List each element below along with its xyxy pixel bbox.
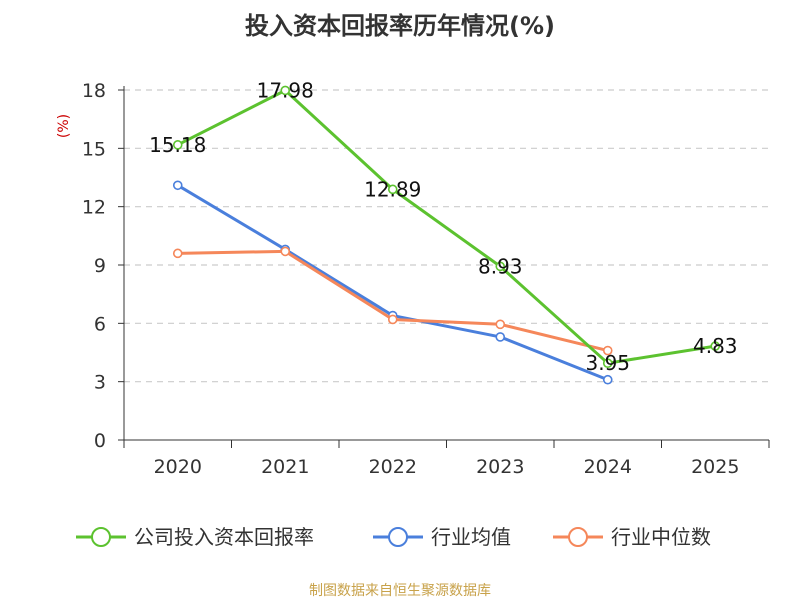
- legend-swatch-marker: [568, 527, 588, 547]
- data-label: 3.95: [585, 351, 630, 375]
- grid-lines: [124, 89, 769, 383]
- data-point: [602, 345, 613, 356]
- legend-label: 行业均值: [431, 525, 511, 549]
- data-point: [495, 261, 506, 272]
- series-line: [177, 249, 609, 353]
- data-point: [172, 180, 183, 191]
- series-line: [176, 183, 609, 382]
- data-label: 8.93: [478, 254, 523, 278]
- x-tick-label: 2022: [369, 456, 417, 478]
- series-2: [172, 246, 613, 356]
- series-1: [172, 180, 613, 385]
- x-tick-label: 2024: [584, 456, 632, 478]
- data-point: [495, 319, 506, 330]
- data-point: [710, 341, 721, 351]
- legend-swatch-marker: [91, 527, 111, 547]
- y-tick-label: 12: [82, 197, 106, 219]
- legend[interactable]: 公司投入资本回报率 行业均值 行业中位数: [76, 525, 711, 549]
- data-label: 17.98: [257, 78, 314, 102]
- y-tick-label: 9: [94, 255, 106, 277]
- data-point: [387, 184, 398, 195]
- data-labels: 15.18 17.98 12.89 8.93 3.95 4.83: [149, 78, 737, 375]
- series-line: [177, 88, 716, 365]
- legend-label: 行业中位数: [611, 525, 711, 549]
- legend-item-0[interactable]: 公司投入资本回报率: [76, 525, 314, 549]
- x-tick-label: 2021: [261, 456, 309, 478]
- y-axis-unit-label: (%): [56, 114, 72, 138]
- legend-swatch-marker: [388, 527, 408, 547]
- x-tick-label: 2020: [154, 456, 202, 478]
- x-tick-label: 2023: [476, 456, 524, 478]
- y-tick-label: 6: [94, 313, 106, 335]
- legend-label: 公司投入资本回报率: [134, 525, 314, 549]
- y-tick-label: 3: [94, 372, 106, 394]
- data-point: [495, 332, 506, 342]
- series-lines: [172, 85, 721, 385]
- data-point: [280, 85, 291, 96]
- data-point: [172, 140, 183, 150]
- y-tick-label: 0: [94, 430, 106, 452]
- data-label: 4.83: [693, 334, 738, 358]
- data-point: [602, 374, 613, 385]
- legend-item-2[interactable]: 行业中位数: [553, 525, 711, 549]
- axes: 0 3 6 9 12 15 18 2020 2021 2022 2023 2024 2025: [82, 80, 770, 478]
- y-tick-label: 18: [82, 80, 106, 102]
- data-label: 12.89: [364, 177, 421, 201]
- chart-title: 投入资本回报率历年情况(%): [245, 12, 555, 40]
- data-point: [172, 248, 183, 259]
- series-0: [172, 85, 721, 368]
- data-point: [280, 246, 291, 257]
- data-label: 15.18: [149, 133, 206, 157]
- data-point: [387, 314, 398, 325]
- data-point: [602, 358, 613, 368]
- source-note: 制图数据来自恒生聚源数据库: [309, 583, 491, 599]
- x-tick-label: 2025: [691, 456, 739, 478]
- legend-item-1[interactable]: 行业均值: [373, 525, 511, 549]
- y-tick-label: 15: [82, 138, 106, 160]
